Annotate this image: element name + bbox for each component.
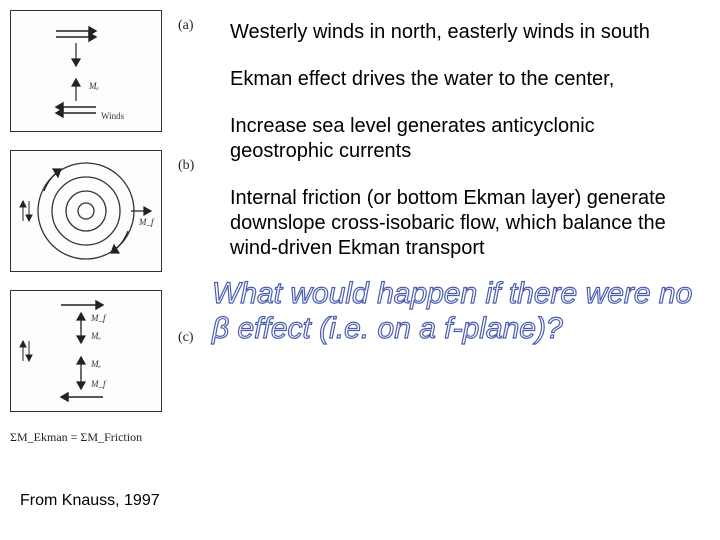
figure-a-winds-label: Winds [101,111,124,121]
figure-b: M_f [10,150,162,272]
figure-c-label: (c) [178,330,194,346]
figure-c-svg [11,291,161,411]
para-2: Ekman effect drives the water to the cen… [230,67,700,92]
figure-b-label: (b) [178,158,194,174]
para-4: Internal friction (or bottom Ekman layer… [230,186,700,261]
equation: ΣM_Ekman = ΣM_Friction [10,430,220,445]
text-column: Westerly winds in north, easterly winds … [220,0,720,540]
figure-c-me-top: Mₑ [91,331,101,341]
figures-column: Mₑ Winds (a) [0,0,220,540]
figure-b-svg [11,151,161,271]
para-1: Westerly winds in north, easterly winds … [230,20,700,45]
slide-container: Mₑ Winds (a) [0,0,720,540]
question-text: What would happen if there were no β eff… [212,277,700,346]
figure-a-label: (a) [178,18,194,34]
figure-c: M_f Mₑ Mₑ M_f [10,290,162,412]
figure-c-mf-top: M_f [91,313,106,323]
figure-a-svg [11,11,161,131]
attribution: From Knauss, 1997 [20,492,160,510]
para-3: Increase sea level generates anticycloni… [230,114,700,164]
figure-a-me-label: Mₑ [89,81,99,91]
figure-b-mf-label: M_f [139,217,154,227]
figure-a: Mₑ Winds [10,10,162,132]
figure-c-mf-bot: M_f [91,379,106,389]
figure-c-me-bot: Mₑ [91,359,101,369]
